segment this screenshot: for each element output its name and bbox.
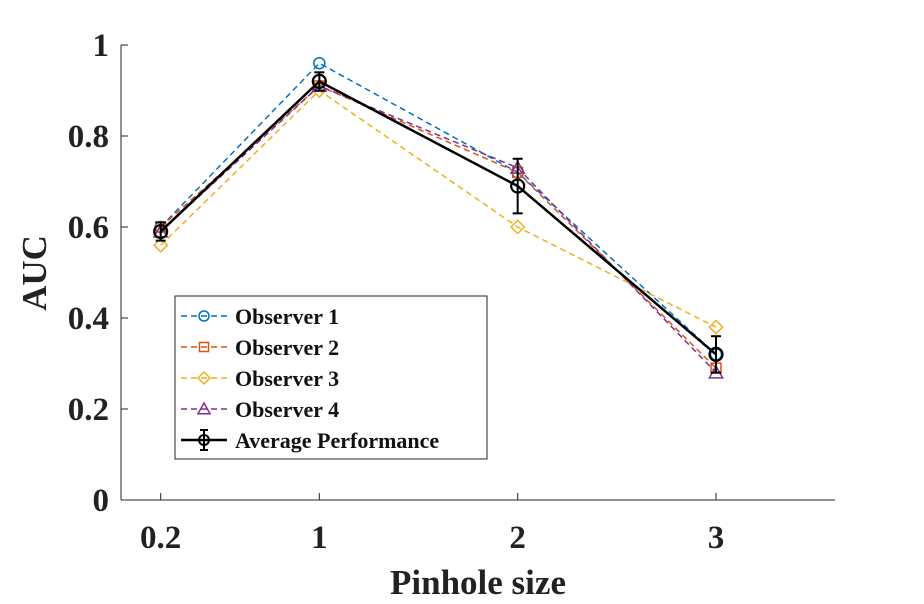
axes: 0 0.2 0.4 0.6 0.8 1 0.2 1 2 3: [68, 28, 835, 556]
legend-label: Observer 2: [235, 335, 339, 360]
legend-label: Observer 1: [235, 304, 339, 329]
data-point: [708, 346, 724, 362]
data-point: [311, 73, 327, 90]
legend: Observer 1 Observer 2 Observer 3 Observer 4…: [174, 295, 488, 460]
data-point: [510, 219, 526, 235]
legend-item: Observer 3: [181, 366, 339, 391]
y-tick-label: 0: [93, 483, 110, 519]
legend-item: Observer 1: [181, 304, 339, 329]
legend-label: Average Performance: [235, 428, 439, 453]
legend-label: Observer 3: [235, 366, 339, 391]
legend-marker: [198, 310, 210, 322]
series-line: [160, 62, 717, 355]
y-tick-label: 0.4: [68, 301, 109, 337]
y-tick-label: 0.6: [68, 210, 109, 246]
data-point: [708, 319, 724, 335]
series-line: [160, 89, 717, 328]
y-tick-label: 0.2: [68, 392, 109, 428]
legend-item: Observer 4: [181, 397, 339, 422]
data-point: [153, 237, 169, 253]
data-point: [510, 178, 526, 194]
series-layer: [152, 56, 724, 379]
data-point: [153, 223, 169, 240]
x-axis-title: Pinhole size: [390, 563, 566, 602]
legend-marker: [196, 370, 212, 386]
x-tick-label: 0.2: [140, 520, 181, 556]
x-tick-label: 3: [708, 520, 725, 556]
error-bar: [512, 157, 523, 215]
legend-marker: [198, 341, 210, 353]
legend-label: Observer 4: [235, 397, 339, 422]
series-average-performance: [153, 71, 724, 374]
legend-item: Observer 2: [181, 335, 339, 360]
x-tick-label: 2: [509, 520, 526, 556]
y-tick-label: 1: [93, 28, 110, 64]
y-axis-title: AUC: [15, 235, 54, 311]
y-tick-label: 0.8: [68, 119, 109, 155]
error-bar: [711, 335, 721, 374]
x-tick-label: 1: [311, 520, 328, 556]
legend-item: Average Performance: [181, 428, 439, 453]
series-line: [159, 79, 717, 356]
data-point: [313, 56, 326, 70]
legend-marker: [196, 401, 212, 415]
series-line: [160, 85, 717, 369]
legend-marker: [198, 434, 210, 446]
